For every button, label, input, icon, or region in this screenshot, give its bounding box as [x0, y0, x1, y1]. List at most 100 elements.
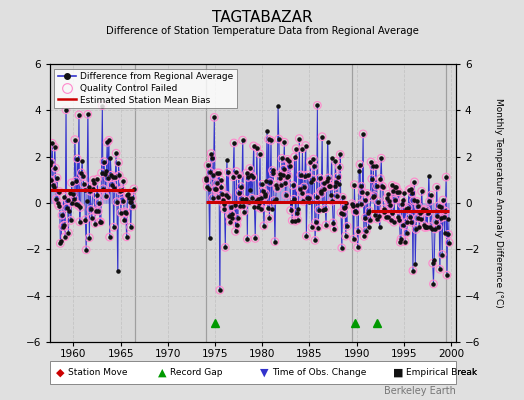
Point: [298, 146, 307, 152]
Point: [413, 215, 422, 221]
Point: [99, 186, 107, 192]
Point: [302, 233, 311, 239]
Point: [97, 170, 106, 176]
Point: [376, 223, 384, 230]
Point: [290, 154, 299, 160]
Point: [280, 139, 289, 145]
Point: [113, 198, 121, 205]
Point: [419, 206, 428, 213]
Point: [359, 233, 368, 240]
Point: [111, 174, 119, 180]
Point: [53, 175, 61, 181]
Point: [267, 137, 275, 144]
Point: [337, 245, 346, 251]
Point: [227, 211, 236, 218]
Point: [53, 175, 61, 181]
Point: [125, 195, 133, 202]
Point: [365, 208, 374, 214]
Point: [247, 172, 255, 178]
Point: [432, 184, 441, 190]
Point: [87, 206, 95, 213]
Point: [304, 194, 313, 201]
Point: [241, 197, 249, 203]
Point: [88, 214, 96, 221]
Point: [73, 156, 81, 162]
Point: [330, 225, 338, 232]
Point: [206, 169, 214, 176]
Point: [226, 204, 235, 211]
Point: [62, 205, 71, 211]
Point: [257, 194, 266, 201]
Point: [295, 135, 303, 142]
Point: [337, 210, 345, 216]
Point: [47, 159, 56, 166]
Point: [436, 215, 445, 222]
Point: [108, 174, 117, 180]
Point: [275, 136, 283, 142]
Point: [320, 180, 329, 186]
Point: [370, 192, 378, 199]
Point: [279, 166, 288, 172]
Point: [435, 202, 443, 209]
Point: [316, 188, 325, 195]
Text: Station Move: Station Move: [68, 368, 128, 377]
Point: [316, 188, 325, 195]
Point: [75, 218, 84, 225]
Point: [273, 185, 281, 192]
Point: [310, 163, 319, 170]
Point: [422, 206, 431, 213]
Point: [54, 203, 63, 209]
Point: [293, 210, 301, 216]
Point: [71, 136, 79, 143]
Point: [293, 210, 301, 216]
Point: [207, 150, 215, 157]
Point: [98, 102, 106, 109]
Point: [91, 220, 99, 227]
Point: [288, 217, 297, 224]
Point: [421, 224, 429, 231]
Text: ▲: ▲: [158, 368, 167, 378]
Point: [368, 194, 377, 200]
Point: [348, 200, 356, 207]
Point: [89, 186, 97, 192]
Point: [275, 136, 283, 142]
Point: [211, 186, 219, 192]
Point: [251, 235, 259, 242]
Point: [93, 176, 102, 182]
Point: [411, 261, 419, 267]
Point: [260, 223, 268, 229]
Point: [96, 219, 105, 225]
Point: [317, 190, 325, 196]
Point: [356, 161, 364, 168]
Point: [409, 197, 418, 204]
Point: [215, 170, 223, 176]
Point: [48, 140, 57, 146]
Point: [301, 142, 310, 149]
Point: [443, 216, 452, 223]
Point: [429, 260, 437, 266]
Point: [384, 191, 392, 197]
Point: [123, 234, 131, 240]
Point: [385, 198, 394, 204]
Point: [336, 151, 344, 158]
Point: [126, 199, 134, 205]
Point: [431, 226, 439, 232]
Point: [315, 175, 324, 182]
Point: [71, 178, 80, 184]
Point: [379, 209, 388, 215]
Point: [373, 216, 381, 222]
Point: [96, 219, 104, 225]
Point: [333, 193, 341, 200]
Point: [206, 169, 214, 176]
Point: [379, 183, 387, 190]
Point: [403, 218, 411, 225]
Point: [54, 203, 63, 209]
Point: [120, 217, 128, 224]
Point: [406, 186, 414, 192]
Point: [417, 215, 425, 222]
Point: [351, 208, 359, 214]
Point: [259, 188, 267, 194]
Point: [352, 209, 360, 215]
Point: [126, 224, 135, 230]
Point: [204, 162, 212, 168]
